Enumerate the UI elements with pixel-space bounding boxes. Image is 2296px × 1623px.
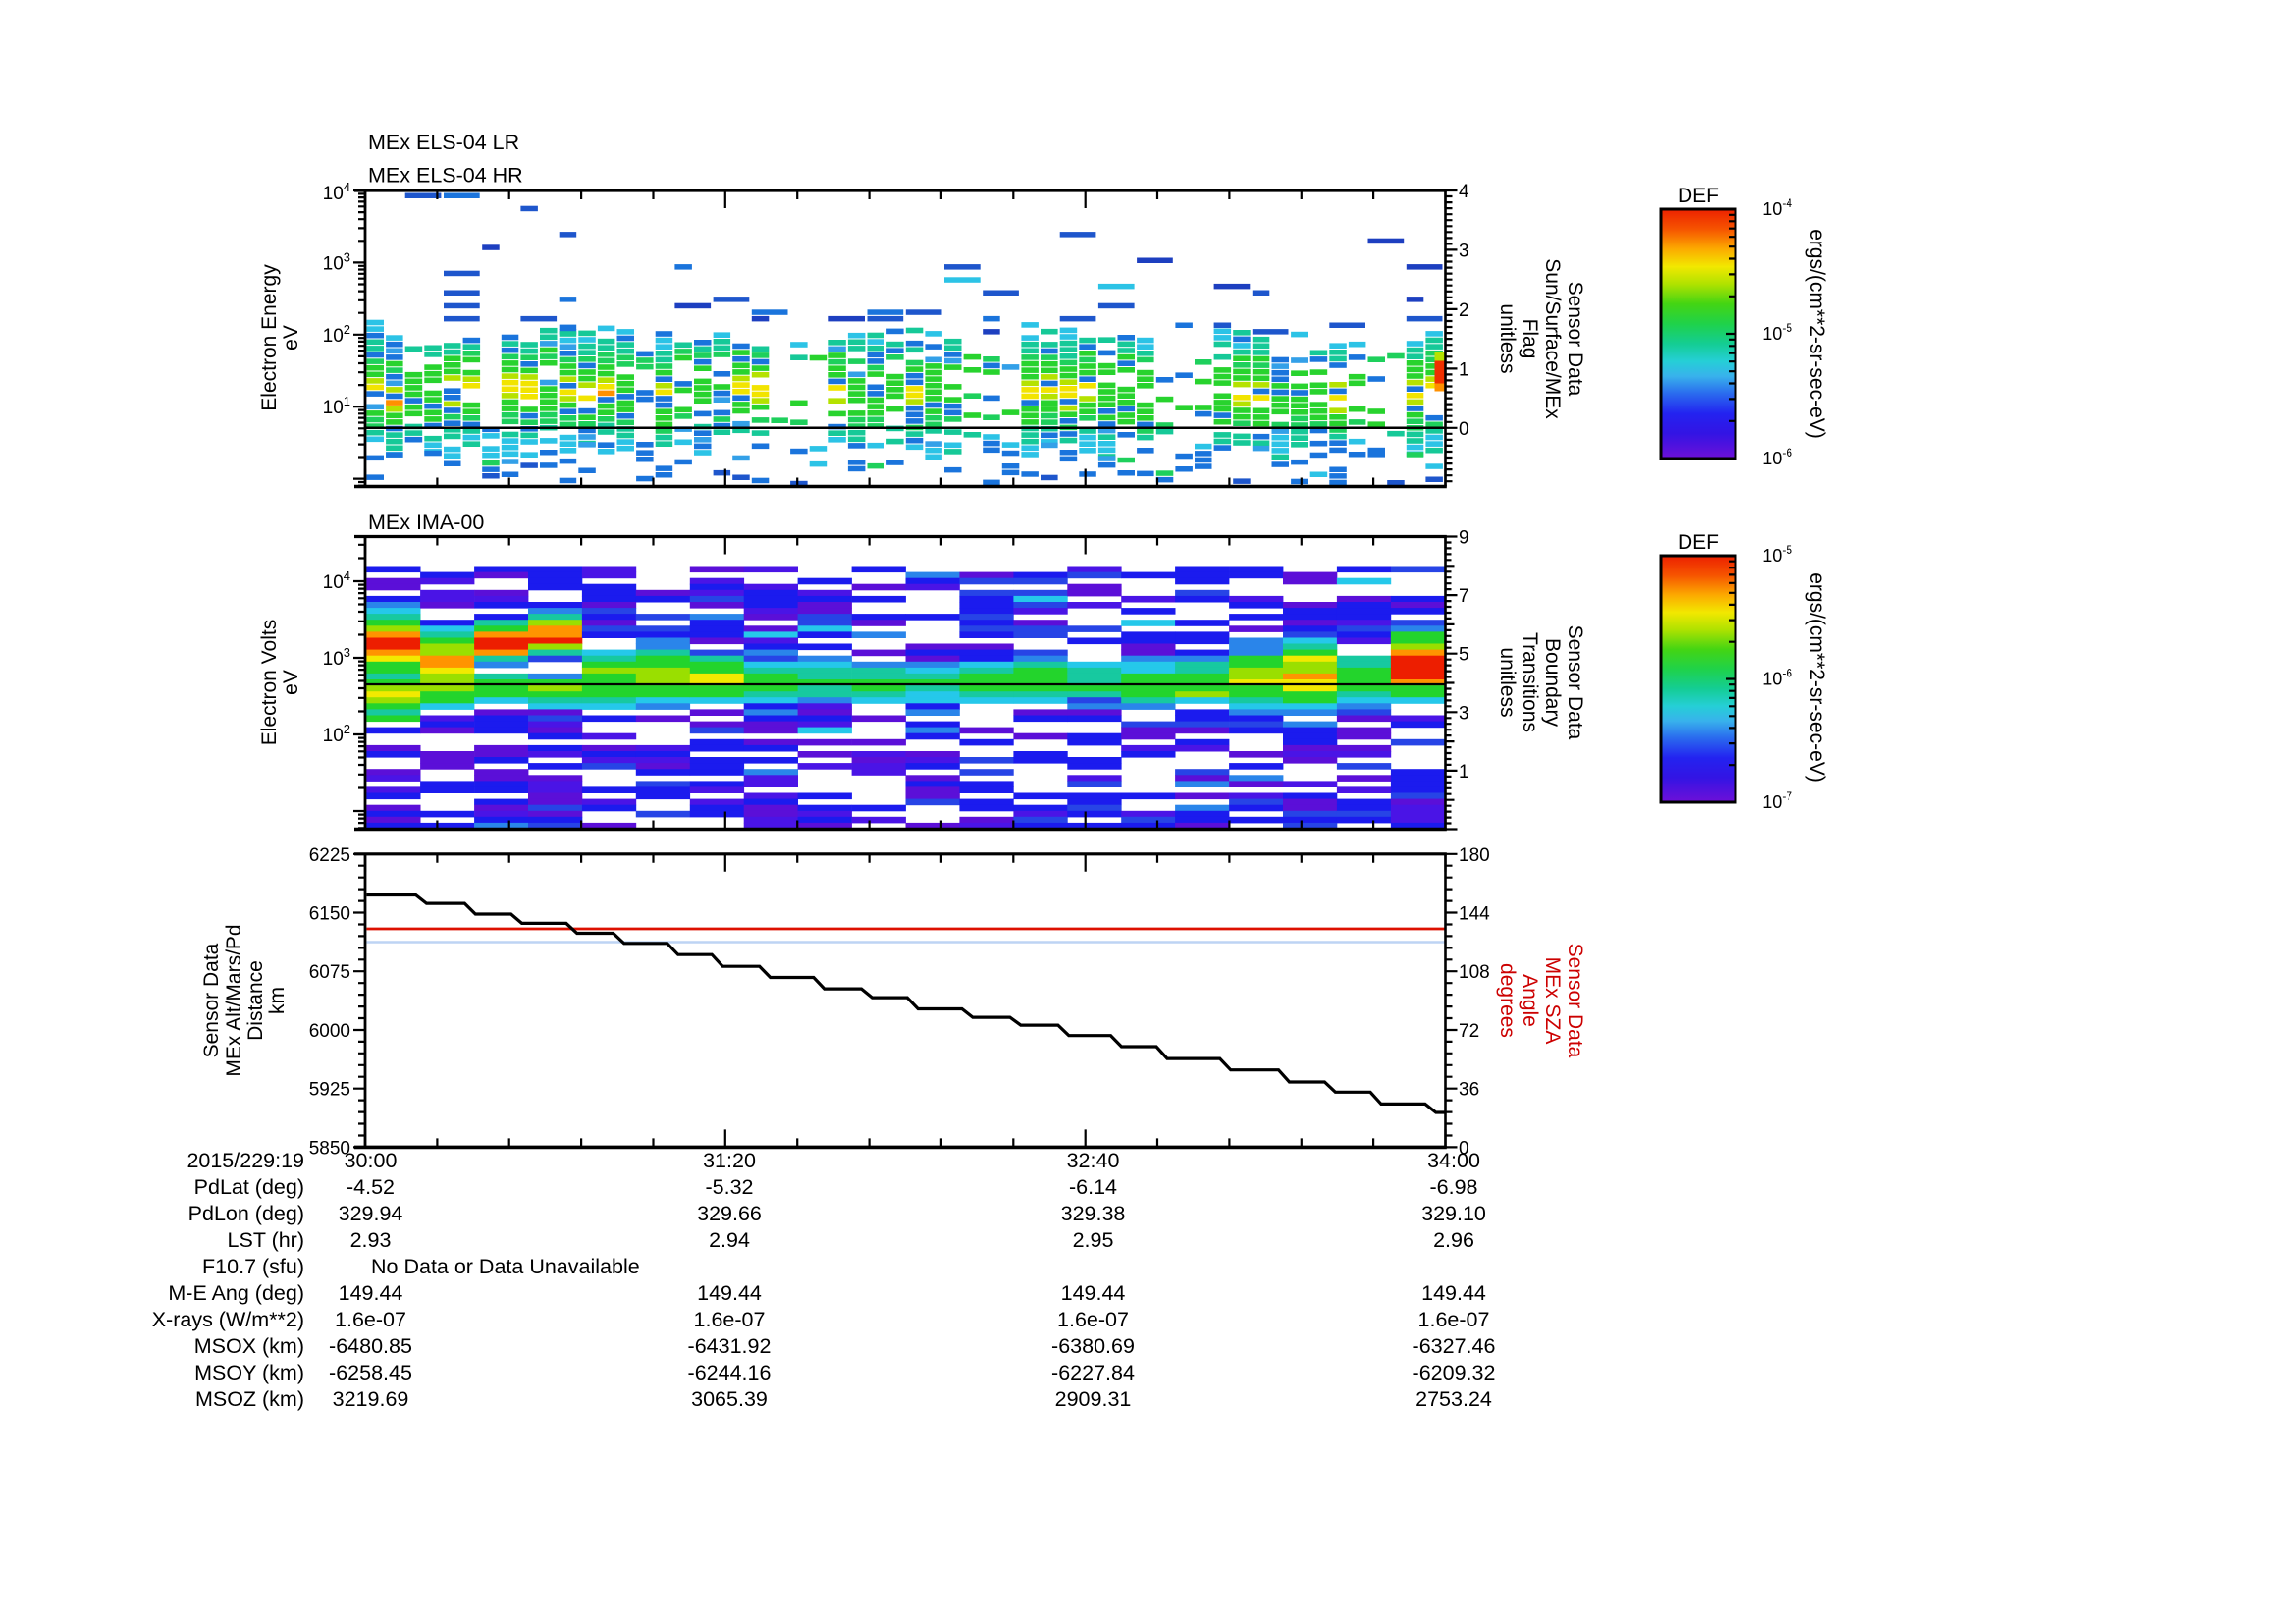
svg-text:2.95: 2.95 xyxy=(1073,1228,1114,1252)
svg-text:149.44: 149.44 xyxy=(339,1281,403,1305)
svg-text:Electron Volts: Electron Volts xyxy=(258,620,281,745)
svg-text:MEx Alt/Mars/Pd: MEx Alt/Mars/Pd xyxy=(223,924,245,1076)
svg-text:6075: 6075 xyxy=(309,962,350,983)
svg-text:Sun/Surface/MEx: Sun/Surface/MEx xyxy=(1541,258,1564,419)
svg-text:32:40: 32:40 xyxy=(1067,1149,1120,1172)
svg-text:149.44: 149.44 xyxy=(1061,1281,1126,1305)
svg-text:Transitions: Transitions xyxy=(1519,632,1541,732)
svg-text:PdLon (deg): PdLon (deg) xyxy=(188,1202,304,1225)
svg-text:Flag: Flag xyxy=(1519,319,1541,359)
svg-text:72: 72 xyxy=(1459,1021,1479,1042)
svg-text:2.96: 2.96 xyxy=(1433,1228,1474,1252)
svg-text:unitless: unitless xyxy=(1496,647,1519,717)
svg-text:2: 2 xyxy=(1459,300,1469,321)
svg-text:ergs/(cm**2-sr-sec-eV): ergs/(cm**2-sr-sec-eV) xyxy=(1805,572,1828,783)
svg-text:MSOX (km): MSOX (km) xyxy=(194,1334,304,1358)
svg-text:MSOY (km): MSOY (km) xyxy=(194,1361,304,1384)
svg-text:180: 180 xyxy=(1459,845,1490,866)
svg-text:3065.39: 3065.39 xyxy=(691,1387,768,1411)
svg-text:Sensor Data: Sensor Data xyxy=(1564,282,1586,397)
svg-text:5: 5 xyxy=(1459,645,1469,666)
svg-text:-6431.92: -6431.92 xyxy=(688,1334,772,1358)
svg-text:MEx ELS-04 HR: MEx ELS-04 HR xyxy=(368,164,523,188)
svg-text:DEF: DEF xyxy=(1678,531,1719,554)
svg-text:2.93: 2.93 xyxy=(350,1228,392,1252)
svg-text:-6380.69: -6380.69 xyxy=(1051,1334,1135,1358)
svg-text:MEx SZA: MEx SZA xyxy=(1541,957,1564,1045)
svg-text:3: 3 xyxy=(1459,703,1469,724)
svg-text:9: 9 xyxy=(1459,528,1469,549)
svg-text:eV: eV xyxy=(280,670,302,695)
svg-text:6150: 6150 xyxy=(309,904,350,925)
svg-text:-6244.16: -6244.16 xyxy=(688,1361,772,1384)
svg-text:unitless: unitless xyxy=(1496,303,1519,373)
svg-text:ergs/(cm**2-sr-sec-eV): ergs/(cm**2-sr-sec-eV) xyxy=(1805,229,1828,439)
svg-text:6225: 6225 xyxy=(309,845,350,866)
svg-text:-6327.46: -6327.46 xyxy=(1413,1334,1496,1358)
svg-text:1: 1 xyxy=(1459,762,1469,783)
svg-text:MEx ELS-04 LR: MEx ELS-04 LR xyxy=(368,131,519,154)
svg-text:Angle: Angle xyxy=(1519,974,1541,1027)
svg-text:3: 3 xyxy=(1459,241,1469,261)
svg-text:No Data or Data Unavailable: No Data or Data Unavailable xyxy=(371,1255,640,1278)
svg-text:eV: eV xyxy=(280,325,302,351)
svg-text:36: 36 xyxy=(1459,1080,1479,1101)
svg-text:1.6e-07: 1.6e-07 xyxy=(694,1308,766,1331)
svg-text:-5.32: -5.32 xyxy=(705,1175,753,1199)
svg-text:329.94: 329.94 xyxy=(339,1202,403,1225)
svg-text:Distance: Distance xyxy=(244,960,267,1041)
svg-text:6000: 6000 xyxy=(309,1021,350,1042)
svg-text:-6258.45: -6258.45 xyxy=(329,1361,412,1384)
svg-text:7: 7 xyxy=(1459,586,1469,607)
svg-text:329.38: 329.38 xyxy=(1061,1202,1126,1225)
svg-text:-6227.84: -6227.84 xyxy=(1051,1361,1135,1384)
svg-text:LST (hr): LST (hr) xyxy=(228,1228,304,1252)
svg-text:MSOZ (km): MSOZ (km) xyxy=(195,1387,304,1411)
svg-text:1: 1 xyxy=(1459,359,1469,380)
svg-text:1.6e-07: 1.6e-07 xyxy=(1057,1308,1129,1331)
svg-text:X-rays (W/m**2): X-rays (W/m**2) xyxy=(152,1308,304,1331)
svg-text:DEF: DEF xyxy=(1678,185,1719,207)
svg-text:329.66: 329.66 xyxy=(697,1202,762,1225)
svg-text:PdLat (deg): PdLat (deg) xyxy=(194,1175,304,1199)
svg-text:-4.52: -4.52 xyxy=(347,1175,395,1199)
svg-text:3219.69: 3219.69 xyxy=(333,1387,409,1411)
svg-text:Electron Energy: Electron Energy xyxy=(258,264,281,411)
svg-text:329.10: 329.10 xyxy=(1421,1202,1486,1225)
svg-text:149.44: 149.44 xyxy=(1421,1281,1486,1305)
svg-text:Sensor Data: Sensor Data xyxy=(1564,625,1586,740)
svg-text:-6.98: -6.98 xyxy=(1429,1175,1477,1199)
svg-text:108: 108 xyxy=(1459,962,1490,983)
svg-text:Sensor Data: Sensor Data xyxy=(1564,944,1586,1058)
svg-text:Boundary: Boundary xyxy=(1541,638,1564,727)
svg-text:5850: 5850 xyxy=(309,1138,350,1159)
svg-text:1.6e-07: 1.6e-07 xyxy=(1418,1308,1490,1331)
svg-text:2015/229:19: 2015/229:19 xyxy=(187,1149,304,1172)
svg-text:2.94: 2.94 xyxy=(709,1228,750,1252)
svg-text:5925: 5925 xyxy=(309,1080,350,1101)
svg-text:degrees: degrees xyxy=(1496,963,1519,1038)
svg-text:M-E Ang (deg): M-E Ang (deg) xyxy=(168,1281,304,1305)
svg-text:144: 144 xyxy=(1459,904,1490,925)
svg-text:-6209.32: -6209.32 xyxy=(1413,1361,1496,1384)
svg-text:34:00: 34:00 xyxy=(1427,1149,1480,1172)
svg-text:2909.31: 2909.31 xyxy=(1055,1387,1132,1411)
svg-text:30:00: 30:00 xyxy=(345,1149,398,1172)
svg-text:MEx IMA-00: MEx IMA-00 xyxy=(368,511,484,534)
svg-text:Sensor Data: Sensor Data xyxy=(200,943,223,1057)
svg-text:4: 4 xyxy=(1459,182,1469,202)
svg-text:0: 0 xyxy=(1459,419,1469,440)
svg-text:1.6e-07: 1.6e-07 xyxy=(335,1308,406,1331)
svg-text:-6.14: -6.14 xyxy=(1069,1175,1117,1199)
svg-text:F10.7 (sfu): F10.7 (sfu) xyxy=(202,1255,304,1278)
svg-text:0: 0 xyxy=(1459,1138,1469,1159)
svg-text:-6480.85: -6480.85 xyxy=(329,1334,412,1358)
svg-text:2753.24: 2753.24 xyxy=(1415,1387,1492,1411)
svg-text:km: km xyxy=(266,987,289,1014)
svg-text:149.44: 149.44 xyxy=(697,1281,762,1305)
svg-text:31:20: 31:20 xyxy=(703,1149,756,1172)
